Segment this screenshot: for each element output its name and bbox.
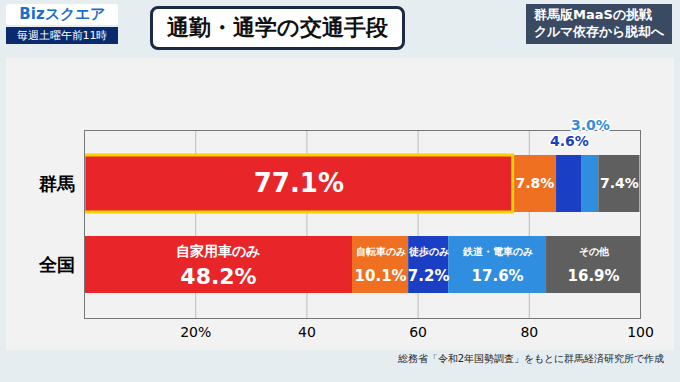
html-text:通勤・通学の交通手段: 通勤・通学の交通手段 (167, 15, 388, 40)
svg-text:20%: 20% (180, 324, 211, 340)
svg-text:17.6%: 17.6% (472, 267, 524, 285)
svg-text:80: 80 (520, 324, 538, 340)
svg-text:77.1%: 77.1% (254, 168, 344, 198)
svg-text:7.2%: 7.2% (408, 267, 450, 285)
svg-text:自転車のみ: 自転車のみ (356, 246, 406, 257)
html-text:群馬版MaaSの挑戦: 群馬版MaaSの挑戦 (534, 7, 652, 22)
html-text:クルマ依存から脱却へ: クルマ依存から脱却へ (534, 23, 664, 39)
svg-text:60: 60 (409, 324, 427, 340)
svg-text:4.6%: 4.6% (550, 133, 589, 149)
svg-text:自家用車のみ: 自家用車のみ (176, 243, 260, 259)
svg-text:7.8%: 7.8% (515, 175, 554, 191)
svg-text:16.9%: 16.9% (567, 267, 619, 285)
svg-text:群馬: 群馬 (38, 173, 75, 194)
svg-text:その他: その他 (579, 246, 610, 257)
html-text:Bizスクエア: Bizスクエア (19, 5, 105, 23)
svg-text:3.0%: 3.0% (571, 117, 610, 133)
svg-text:徒歩のみ: 徒歩のみ (408, 246, 449, 257)
svg-text:全国: 全国 (38, 254, 75, 275)
svg-text:10.1%: 10.1% (355, 267, 407, 285)
svg-text:7.4%: 7.4% (600, 175, 639, 191)
html-text:総務省「令和2年国勢調査」をもとに群馬経済研究所で作成: 総務省「令和2年国勢調査」をもとに群馬経済研究所で作成 (397, 353, 664, 364)
svg-text:40: 40 (298, 324, 316, 340)
svg-text:48.2%: 48.2% (180, 264, 256, 289)
svg-text:100: 100 (627, 324, 654, 340)
svg-text:鉄道・電車のみ: 鉄道・電車のみ (462, 246, 533, 257)
html-text:毎週土曜午前11時: 毎週土曜午前11時 (16, 29, 108, 42)
